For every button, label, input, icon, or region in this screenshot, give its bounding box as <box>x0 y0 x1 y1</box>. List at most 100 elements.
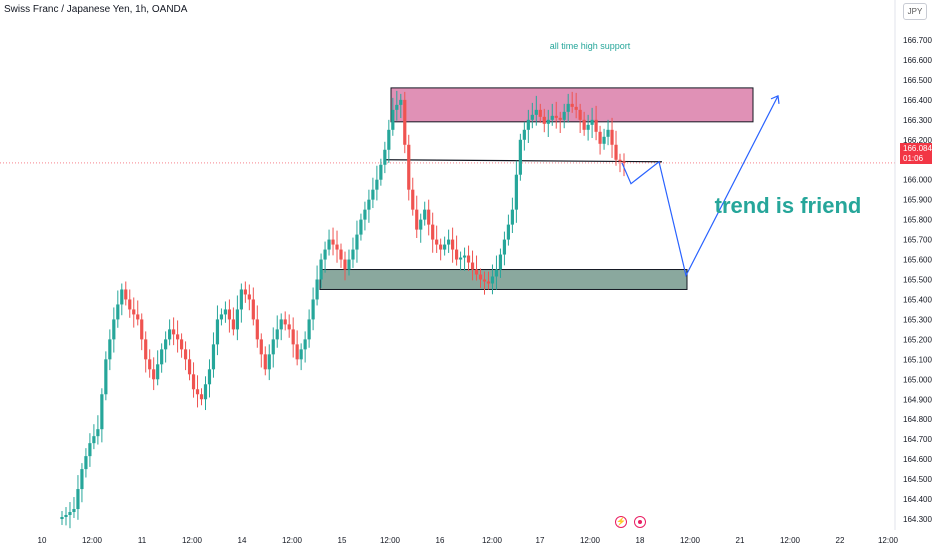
candle-body <box>164 339 168 350</box>
candle-body <box>72 509 76 513</box>
candle-body <box>379 164 383 180</box>
candle-body <box>263 354 267 370</box>
candle-body <box>447 239 451 245</box>
candle-body <box>275 329 279 340</box>
candle-body <box>183 349 188 360</box>
candle-body <box>132 309 136 315</box>
price-tick-label: 164.300 <box>903 515 932 524</box>
time-tick-label: 15 <box>338 536 347 545</box>
candle-body <box>554 115 558 118</box>
candle-body <box>395 104 399 110</box>
candle-body <box>451 239 455 250</box>
candle-body <box>140 319 144 340</box>
candle-body <box>510 209 514 225</box>
candle-body <box>96 429 100 437</box>
candles-layer <box>60 90 626 529</box>
currency-button[interactable]: JPY <box>903 3 927 20</box>
price-tick-label: 164.700 <box>903 435 932 444</box>
price-tick-label: 166.200 <box>903 136 932 145</box>
candle-body <box>92 436 96 444</box>
candle-body <box>243 289 247 295</box>
candle-body <box>578 109 582 120</box>
candle-body <box>558 117 562 120</box>
candle-body <box>470 262 475 270</box>
candle-body <box>191 374 196 390</box>
price-tick-label: 164.600 <box>903 455 932 464</box>
time-tick-label: 18 <box>636 536 645 545</box>
candle-body <box>367 199 371 210</box>
candle-body <box>474 269 479 275</box>
candle-body <box>486 281 491 284</box>
candle-body <box>227 309 232 320</box>
price-tick-label: 164.500 <box>903 475 932 484</box>
candle-body <box>506 224 511 240</box>
candle-body <box>538 109 542 117</box>
candle-body <box>343 259 347 270</box>
candle-body <box>271 339 275 355</box>
candle-body <box>614 144 618 160</box>
candle-body <box>427 209 431 225</box>
candle-body <box>566 103 570 112</box>
candle-body <box>175 334 180 340</box>
candle-body <box>112 319 116 340</box>
time-tick-label: 12:00 <box>282 536 303 545</box>
time-tick-label: 17 <box>536 536 545 545</box>
candle-body <box>144 339 148 360</box>
candle-body <box>582 119 586 130</box>
candle-body <box>371 189 375 200</box>
candle-body <box>419 219 423 230</box>
candle-body <box>100 394 104 430</box>
record-event-icon[interactable] <box>634 516 646 528</box>
price-tick-label: 164.400 <box>903 495 932 504</box>
candle-body <box>498 254 503 270</box>
candle-body <box>168 329 172 340</box>
candle-body <box>399 99 403 105</box>
candle-body <box>403 99 407 145</box>
candle-body <box>546 119 550 124</box>
candle-body <box>363 209 367 220</box>
candle-body <box>335 244 339 250</box>
candle-body <box>387 129 391 150</box>
price-tick-label: 164.900 <box>903 395 932 404</box>
candle-body <box>375 179 379 190</box>
candle-body <box>407 144 411 190</box>
candle-body <box>219 314 224 320</box>
time-tick-label: 10 <box>38 536 47 545</box>
time-tick-label: 22 <box>836 536 845 545</box>
candle-body <box>211 344 216 370</box>
price-tick-label: 165.900 <box>903 196 932 205</box>
candle-body <box>303 339 307 350</box>
time-tick-label: 12:00 <box>680 536 701 545</box>
candle-body <box>84 456 88 470</box>
candle-body <box>458 257 463 260</box>
lightning-event-icon[interactable]: ⚡ <box>615 516 627 528</box>
candle-body <box>494 269 499 277</box>
candle-body <box>195 389 200 395</box>
candle-body <box>610 129 614 145</box>
candle-body <box>108 339 112 360</box>
price-tick-label: 165.800 <box>903 216 932 225</box>
candle-body <box>128 299 132 310</box>
price-tick-label: 166.500 <box>903 76 932 85</box>
candle-body <box>187 359 192 375</box>
time-tick-label: 11 <box>138 536 147 545</box>
candle-body <box>152 369 156 380</box>
candle-body <box>251 299 255 320</box>
price-tick-label: 165.600 <box>903 256 932 265</box>
candle-body <box>60 517 64 519</box>
candle-body <box>574 106 578 110</box>
candle-body <box>355 234 359 250</box>
candle-body <box>76 489 80 510</box>
candle-body <box>291 329 295 345</box>
candle-body <box>622 161 626 163</box>
candle-body <box>347 259 351 270</box>
candle-body <box>239 289 243 310</box>
price-tick-label: 165.700 <box>903 236 932 245</box>
last-price-value: 166.084 <box>903 144 932 153</box>
candle-body <box>391 109 395 130</box>
candle-body <box>156 364 160 380</box>
candle-body <box>454 249 459 260</box>
price-tick-label: 165.000 <box>903 375 932 384</box>
time-tick-label: 16 <box>436 536 445 545</box>
